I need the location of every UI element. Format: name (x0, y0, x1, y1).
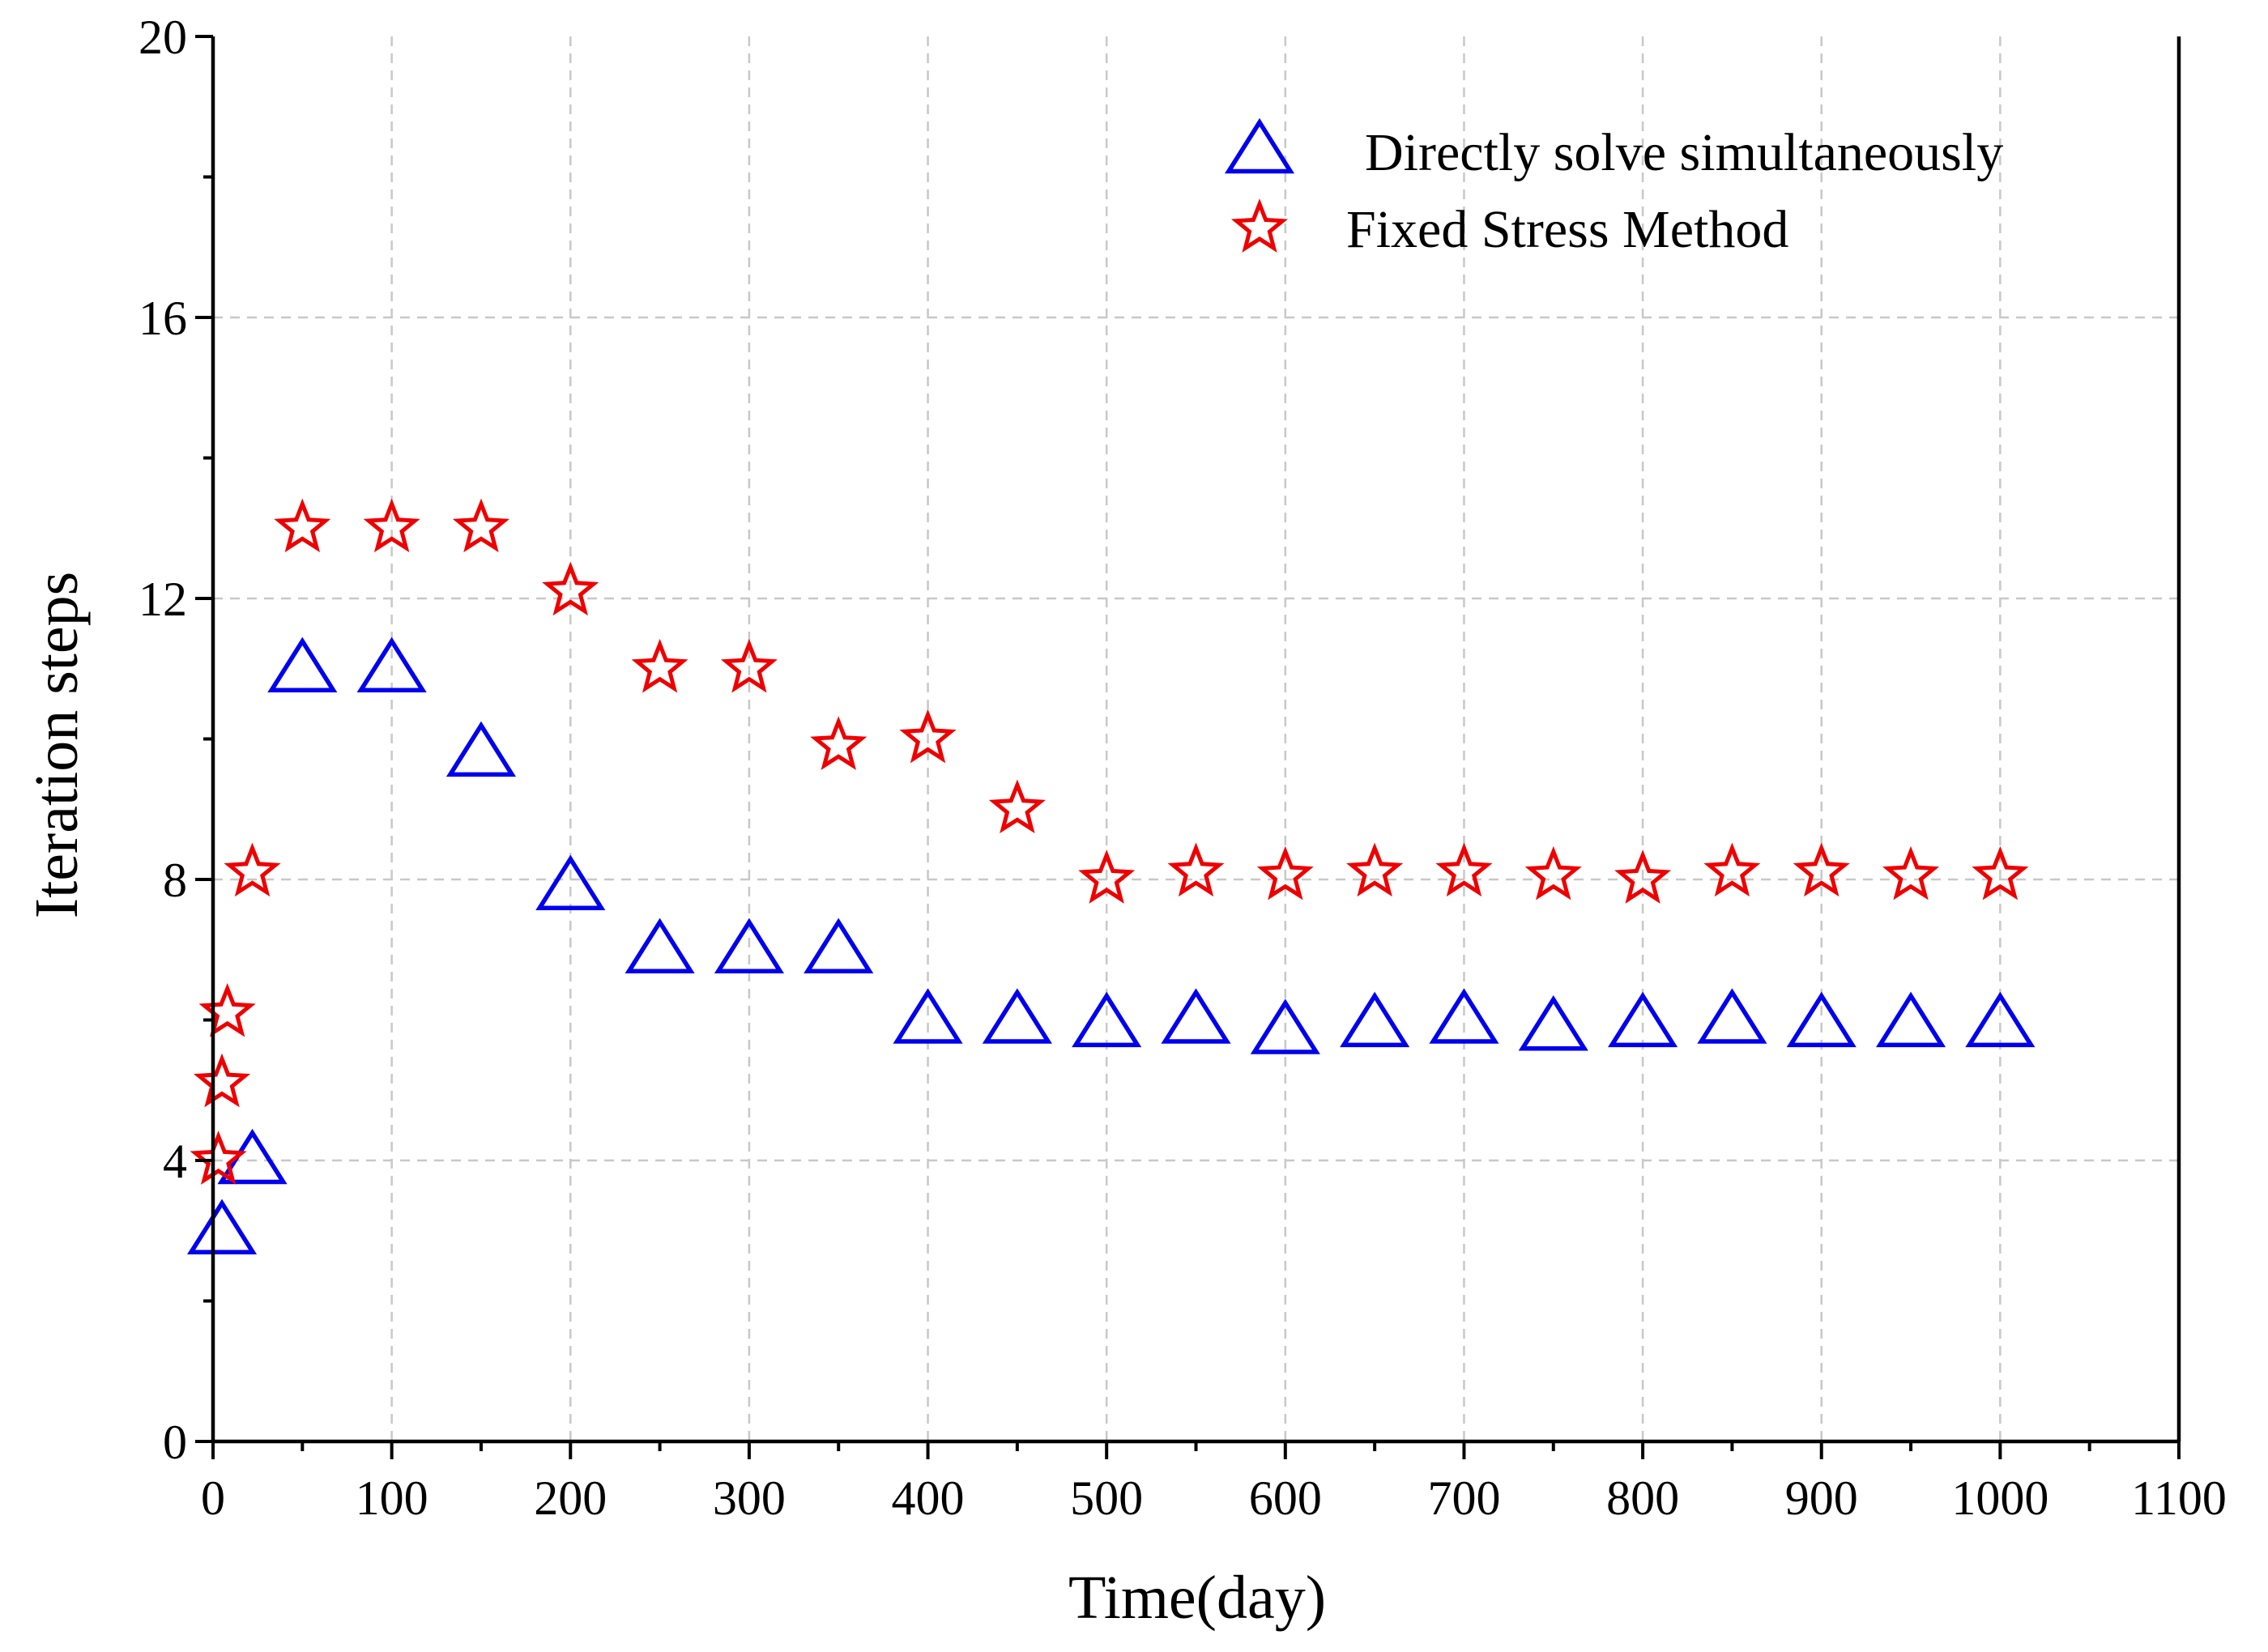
data-point-star (1346, 842, 1404, 897)
data-point-star (1793, 842, 1850, 897)
data-point-triangle (1429, 988, 1499, 1044)
data-point-star (1435, 842, 1493, 897)
data-point-star (1078, 849, 1136, 904)
data-point-star (224, 842, 281, 897)
legend-label-fixed-stress: Fixed Stress Method (1346, 200, 1788, 259)
legend-star-icon (1230, 198, 1289, 253)
x-tick-label-100: 100 (356, 1471, 428, 1525)
data-point-star (198, 982, 256, 1037)
data-point-star (363, 498, 420, 553)
y-axis-title: Iteration steps (23, 572, 91, 918)
data-point-star (1614, 849, 1672, 904)
legend-marker-star (1230, 198, 1289, 253)
axes (195, 35, 2181, 1459)
data-point-star (631, 638, 688, 693)
data-point-triangle (535, 854, 606, 910)
x-tick-label-900: 900 (1785, 1471, 1858, 1525)
legend: Directly solve simultaneously Fixed Stre… (1224, 117, 2003, 259)
data-point-triangle (1786, 991, 1857, 1048)
y-tick-label-12: 12 (139, 573, 187, 626)
legend-marker-triangle (1224, 117, 1295, 174)
data-point-triangle (1875, 991, 1946, 1048)
data-point-star (988, 779, 1046, 834)
data-point-star (190, 1130, 247, 1185)
x-tick-label-1100: 1100 (2131, 1471, 2227, 1525)
data-point-triangle (1250, 998, 1320, 1054)
data-point-triangle (186, 1199, 258, 1255)
y-tick-label-4: 4 (163, 1135, 187, 1188)
data-point-star (193, 1053, 251, 1108)
data-point-star (1256, 845, 1314, 901)
data-point-triangle (1072, 991, 1142, 1048)
data-point-triangle (893, 988, 963, 1044)
data-point-triangle (1518, 995, 1588, 1051)
data-point-star (274, 498, 331, 553)
data-point-star (452, 498, 509, 553)
data-point-star (542, 561, 599, 616)
y-tick-label-8: 8 (163, 854, 187, 907)
x-tick-label-1000: 1000 (1951, 1471, 2048, 1525)
data-point-star (1524, 845, 1582, 901)
data-point-star (810, 716, 868, 770)
data-point-triangle (982, 988, 1052, 1044)
series-0 (186, 637, 2036, 1255)
x-tick-label-400: 400 (892, 1471, 965, 1525)
x-tick-label-200: 200 (534, 1471, 607, 1525)
data-point-star (899, 709, 957, 764)
data-point-star (720, 638, 778, 693)
data-point-triangle (1608, 991, 1678, 1048)
grid-lines (213, 36, 2179, 1441)
legend-triangle-icon (1224, 117, 1295, 174)
data-point-triangle (804, 918, 874, 974)
x-tick-label-300: 300 (713, 1471, 786, 1525)
data-point-triangle (356, 637, 427, 693)
data-point-triangle (446, 721, 517, 777)
data-point-triangle (714, 918, 784, 974)
data-point-triangle (1697, 988, 1767, 1044)
data-point-star (1703, 842, 1761, 897)
data-point-star (1167, 842, 1225, 897)
x-axis-title: Time(day) (1068, 1564, 1326, 1632)
data-point-triangle (1965, 991, 2036, 1048)
data-point-triangle (1161, 988, 1231, 1044)
data-point-triangle (1340, 991, 1410, 1048)
x-tick-label-0: 0 (201, 1471, 225, 1525)
y-tick-label-16: 16 (139, 292, 187, 345)
series-1 (190, 498, 2029, 1185)
data-point-star (1972, 845, 2029, 901)
x-tick-label-600: 600 (1249, 1471, 1322, 1525)
legend-label-directly-solve: Directly solve simultaneously (1365, 123, 2003, 182)
y-tick-label-20: 20 (139, 11, 187, 64)
data-point-triangle (267, 637, 338, 693)
x-tick-label-800: 800 (1606, 1471, 1679, 1525)
data-point-triangle (625, 918, 695, 974)
data-series (186, 498, 2036, 1255)
y-tick-label-0: 0 (163, 1416, 187, 1469)
data-point-star (1882, 845, 1940, 901)
x-tick-label-700: 700 (1427, 1471, 1500, 1525)
x-tick-label-500: 500 (1070, 1471, 1143, 1525)
